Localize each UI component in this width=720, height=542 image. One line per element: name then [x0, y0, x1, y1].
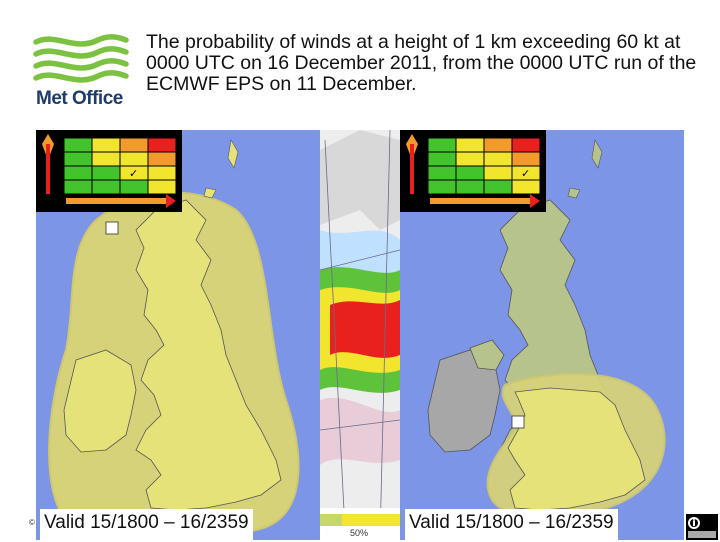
shetland-land — [227, 139, 239, 169]
wind-symbol-icon — [511, 415, 525, 429]
orkney-land — [567, 187, 581, 199]
slide-title: The probability of winds at a height of … — [146, 31, 697, 95]
shetland-land — [591, 139, 603, 169]
copyright-mark: © — [29, 518, 35, 527]
impact-arrow — [430, 198, 530, 204]
ireland-land — [63, 349, 137, 453]
orkney-land — [203, 187, 217, 199]
left-map-caption: Valid 15/1800 – 16/2359 — [40, 509, 253, 540]
risk-tick: ✓ — [129, 167, 138, 180]
prob-band-red — [330, 300, 400, 358]
northern-ireland-land — [469, 339, 505, 371]
met-office-logo — [33, 34, 129, 83]
right-map-caption: Valid 15/1800 – 16/2359 — [405, 509, 618, 540]
wind-symbol-icon — [105, 221, 119, 235]
left-warning-map: ✓ — [36, 130, 320, 540]
scale-label: 50% — [350, 528, 369, 538]
risk-matrix-legend — [36, 130, 182, 212]
right-warning-map: ✓ — [400, 130, 684, 540]
risk-tick: ✓ — [521, 167, 530, 180]
risk-matrix-legend — [400, 130, 546, 212]
logo-text: Met Office — [36, 88, 123, 109]
impact-arrow — [66, 198, 166, 204]
cc-by-icon — [686, 514, 718, 540]
ecmwf-probability-map — [320, 130, 400, 540]
